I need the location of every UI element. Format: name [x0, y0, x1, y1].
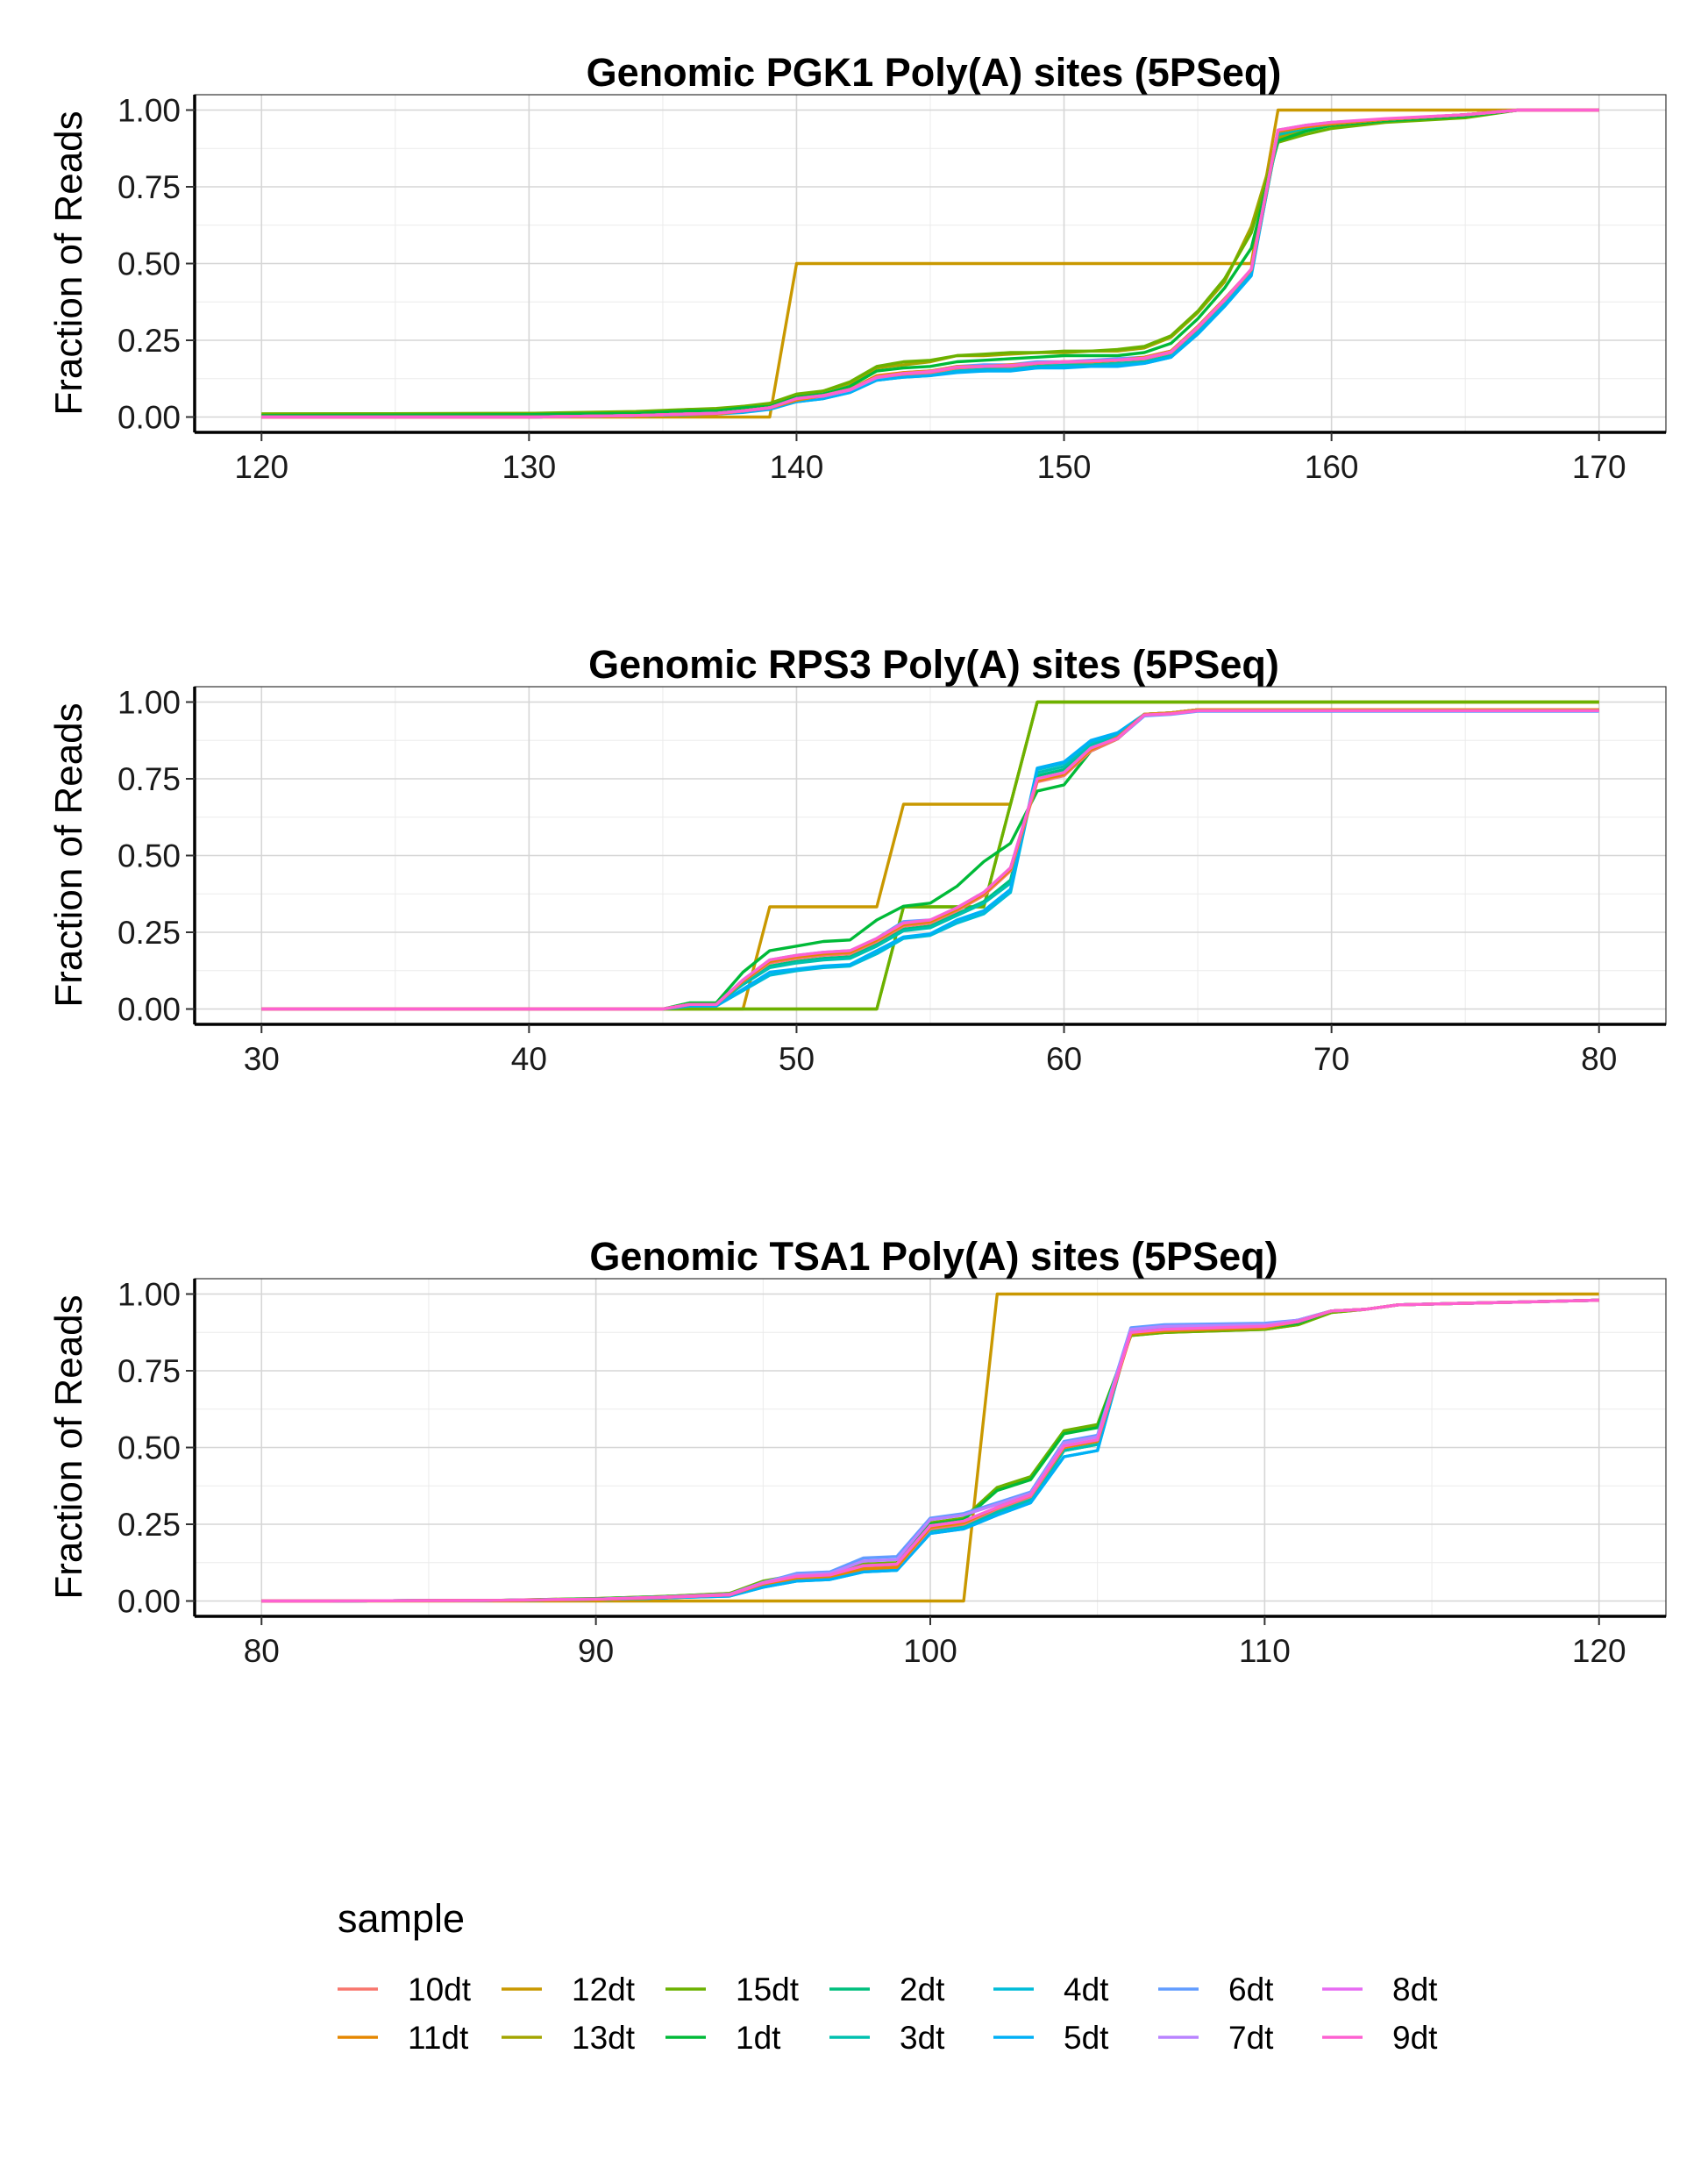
rps3-x-tick-label: 70	[1313, 1041, 1349, 1077]
tsa1-series-12dt	[261, 1292, 1599, 1603]
pgk1-series-15dt	[261, 108, 1599, 416]
rps3-y-tick-label: 0.25	[117, 915, 181, 951]
pgk1-panel: 120 130 140 150 160 170 0.00 0.25 0.50 0.75 1.00 Ge…	[47, 50, 1667, 485]
legend-label-13dt: 13dt	[572, 2020, 636, 2056]
pgk1-title: Genomic PGK1 Poly(A) sites (5PSeq)	[587, 50, 1282, 95]
rps3-y-tick-label: 1.00	[117, 685, 181, 721]
rps3-panel: 30 40 50 60 70 80 0.00 0.25 0.50 0.75 1.00 Genomic …	[47, 642, 1667, 1077]
rps3-y-tick-label: 0.75	[117, 761, 181, 797]
legend-label-8dt: 8dt	[1392, 1972, 1438, 2007]
pgk1-y-axis-label: Fraction of Reads	[47, 111, 90, 415]
pgk1-x-tick-label: 130	[502, 449, 556, 485]
pgk1-y-tick-label: 0.50	[117, 246, 181, 282]
pgk1-y-tick-label: 1.00	[117, 93, 181, 129]
legend-label-12dt: 12dt	[572, 1972, 636, 2007]
rps3-x-tick-label: 50	[779, 1041, 815, 1077]
tsa1-title: Genomic TSA1 Poly(A) sites (5PSeq)	[589, 1234, 1277, 1279]
legend-label-4dt: 4dt	[1064, 1972, 1109, 2007]
legend-label-5dt: 5dt	[1064, 2020, 1109, 2056]
rps3-title: Genomic RPS3 Poly(A) sites (5PSeq)	[588, 642, 1279, 687]
tsa1-x-tick-label: 110	[1239, 1633, 1291, 1669]
rps3-x-tick-label: 40	[511, 1041, 547, 1077]
tsa1-y-tick-label: 0.75	[117, 1353, 181, 1389]
tsa1-y-tick-label: 0.50	[117, 1430, 181, 1466]
tsa1-series-9dt	[261, 1298, 1599, 1603]
rps3-y-tick-label: 0.00	[117, 992, 181, 1028]
rps3-series-9dt	[261, 709, 1599, 1011]
rps3-series-15dt	[261, 700, 1599, 1011]
pgk1-series-12dt	[261, 108, 1599, 419]
pgk1-x-tick-label: 150	[1037, 449, 1092, 485]
pgk1-y-tick-label: 0.75	[117, 169, 181, 205]
pgk1-series-1dt	[261, 108, 1599, 417]
tsa1-y-tick-label: 1.00	[117, 1277, 181, 1313]
tsa1-x-tick-label: 120	[1572, 1633, 1626, 1669]
tsa1-panel: 80 90 100 110 120 0.00 0.25 0.50 0.75 1.00 Genomic…	[47, 1234, 1667, 1669]
legend-label-1dt: 1dt	[736, 2020, 781, 2056]
legend-label-11dt: 11dt	[408, 2020, 469, 2056]
legend-title: sample	[338, 1896, 465, 1941]
pgk1-series-9dt	[261, 108, 1599, 419]
legend: sample 10dt 11dt 12dt 13dt 15dt 1dt 2dt 3dt 4dt 5…	[338, 1896, 1438, 2056]
pgk1-x-tick-label: 160	[1305, 449, 1359, 485]
rps3-x-tick-label: 30	[244, 1041, 280, 1077]
tsa1-x-tick-label: 100	[903, 1633, 957, 1669]
legend-label-9dt: 9dt	[1392, 2020, 1438, 2056]
legend-label-15dt: 15dt	[736, 1972, 800, 2007]
legend-label-6dt: 6dt	[1228, 1972, 1274, 2007]
tsa1-y-tick-label: 0.00	[117, 1584, 181, 1620]
rps3-x-tick-label: 60	[1046, 1041, 1082, 1077]
rps3-y-axis-label: Fraction of Reads	[47, 702, 90, 1007]
tsa1-y-tick-label: 0.25	[117, 1507, 181, 1543]
legend-label-10dt: 10dt	[408, 1972, 472, 2007]
tsa1-x-tick-label: 90	[578, 1633, 614, 1669]
pgk1-x-tick-label: 140	[770, 449, 824, 485]
tsa1-y-axis-label: Fraction of Reads	[47, 1294, 90, 1599]
tsa1-x-tick-label: 80	[244, 1633, 280, 1669]
pgk1-y-tick-label: 0.25	[117, 323, 181, 359]
legend-label-2dt: 2dt	[900, 1972, 945, 2007]
pgk1-y-tick-label: 0.00	[117, 400, 181, 436]
rps3-y-tick-label: 0.50	[117, 838, 181, 874]
legend-label-7dt: 7dt	[1228, 2020, 1274, 2056]
legend-label-3dt: 3dt	[900, 2020, 945, 2056]
rps3-x-tick-label: 80	[1581, 1041, 1617, 1077]
pgk1-x-tick-label: 170	[1572, 449, 1626, 485]
pgk1-x-tick-label: 120	[234, 449, 288, 485]
